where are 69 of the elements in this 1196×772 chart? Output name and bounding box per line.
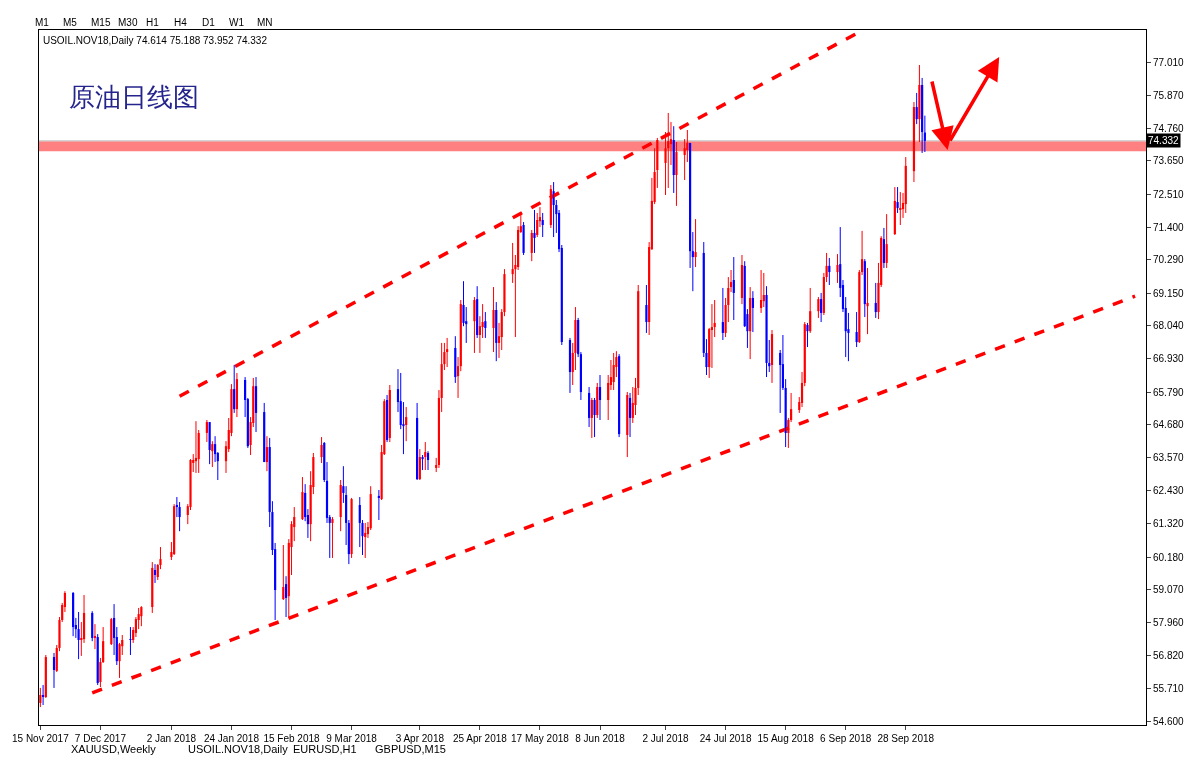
x-tick-label: 3 Apr 2018 <box>395 733 445 744</box>
x-tick-label: 15 Feb 2018 <box>263 733 321 744</box>
candlestick <box>765 285 768 378</box>
text: MN <box>257 17 273 28</box>
x-tick-label: 2 Jan 2018 <box>146 733 197 744</box>
y-tick-label: 73.650 <box>1153 155 1185 167</box>
y-tick-label: 56.820 <box>1153 650 1185 662</box>
y-tick-label: 68.040 <box>1153 320 1185 332</box>
x-tick-label: 2 Jul 2018 <box>642 733 690 744</box>
x-tick-label: 25 Apr 2018 <box>452 733 508 744</box>
y-tick-label: 70.290 <box>1153 254 1185 266</box>
y-tick-label: 72.510 <box>1153 188 1185 200</box>
candlestick <box>896 186 899 214</box>
text: GBPUSD,M15 <box>375 743 446 755</box>
candlestick <box>129 626 132 656</box>
candlestick <box>817 296 820 319</box>
candlestick <box>301 476 304 521</box>
y-tick-label: 55.710 <box>1153 683 1185 695</box>
y-tick-label: 63.570 <box>1153 451 1185 463</box>
x-tick-label: 17 May 2018 <box>511 733 570 744</box>
y-tick-label: 62.430 <box>1153 485 1185 497</box>
x-tick-label: 15 Aug 2018 <box>757 733 815 744</box>
candlestick <box>694 218 697 268</box>
x-tick-label: 6 Sep 2018 <box>820 733 872 744</box>
x-tick-label: 24 Jul 2018 <box>699 733 752 744</box>
candlestick <box>473 296 476 354</box>
y-tick-label: 65.790 <box>1153 386 1185 398</box>
text: W1 <box>229 17 245 28</box>
candlestick <box>492 286 495 353</box>
text: M5 <box>63 17 78 28</box>
x-tick-label: 15 Nov 2017 <box>12 733 70 744</box>
text: D1 <box>202 17 216 28</box>
text: USOIL.NOV18,Daily <box>188 743 289 755</box>
ref-line-label: 74.332 <box>1148 135 1180 146</box>
candlestick <box>77 611 80 660</box>
text: 原油日线图 <box>69 82 199 112</box>
candlestick <box>320 436 323 464</box>
y-tick-label: 61.320 <box>1153 518 1185 530</box>
chart-title: USOIL.NOV18,Daily 74.614 75.188 73.952 74.332 <box>42 34 268 46</box>
text: M15 <box>91 17 111 28</box>
x-tick-label: 8 Jun 2018 <box>575 733 626 744</box>
text: M1 <box>35 17 50 28</box>
y-tick-label: 75.870 <box>1153 90 1185 102</box>
y-tick-label: 77.010 <box>1153 56 1185 68</box>
candlestick <box>836 253 839 284</box>
x-tick-label: 7 Dec 2017 <box>74 733 127 744</box>
x-tick-label: 24 Jan 2018 <box>203 733 260 744</box>
y-tick-label: 54.600 <box>1153 715 1185 727</box>
candlestick <box>522 221 525 256</box>
y-tick-label: 71.400 <box>1153 221 1185 233</box>
candlestick <box>645 284 648 334</box>
y-tick-label: 74.760 <box>1153 122 1185 134</box>
y-tick-label: 60.180 <box>1153 551 1185 563</box>
candlestick <box>350 497 353 559</box>
text: M30 <box>118 17 138 28</box>
text: H1 <box>146 17 160 28</box>
y-tick-label: 59.070 <box>1153 584 1185 596</box>
y-tick-label: 57.960 <box>1153 616 1185 628</box>
y-tick-label: 69.150 <box>1153 287 1185 299</box>
candlestick <box>675 141 678 207</box>
y-tick-label: 64.680 <box>1153 419 1185 431</box>
x-tick-label: 28 Sep 2018 <box>877 733 935 744</box>
x-tick-label: 9 Mar 2018 <box>326 733 378 744</box>
text: XAUUSD,Weekly <box>71 743 157 755</box>
text: H4 <box>174 17 188 28</box>
candlestick <box>331 516 334 559</box>
y-tick-label: 66.930 <box>1153 353 1185 365</box>
text: EURUSD,H1 <box>293 743 357 755</box>
candlestick <box>421 454 424 471</box>
